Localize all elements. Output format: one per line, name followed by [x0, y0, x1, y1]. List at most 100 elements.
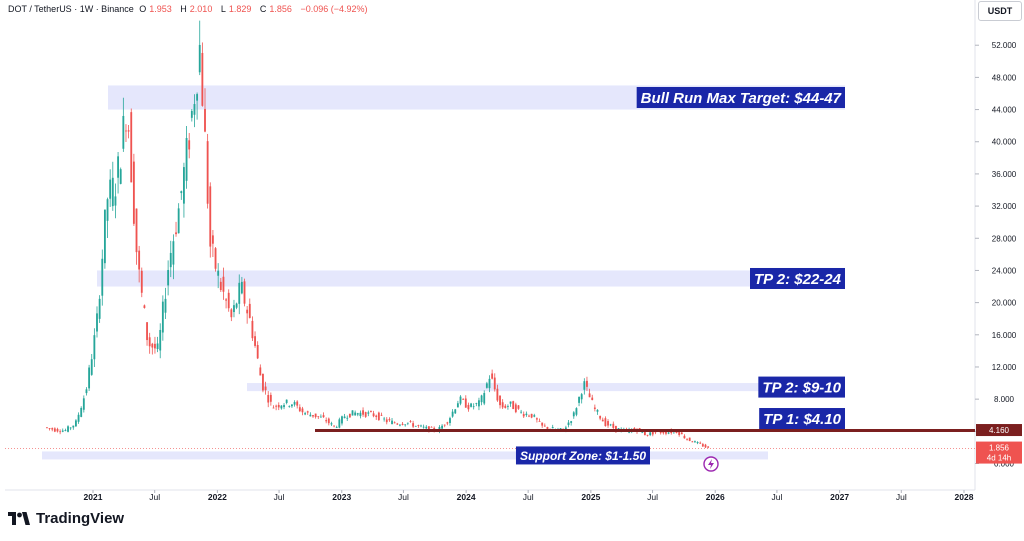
x-tick-label: 2027 [830, 492, 849, 502]
candle-body [694, 441, 696, 443]
candle-body [485, 383, 488, 388]
y-tick-label: 40.000 [992, 138, 1017, 147]
candle-body [383, 418, 386, 420]
candle-body [578, 396, 580, 403]
candle-body [399, 424, 401, 426]
candle-body [580, 394, 583, 400]
countdown-label: 4d 14h [987, 454, 1011, 463]
candle-body [262, 373, 264, 391]
candle-body [467, 404, 470, 410]
candle-body [533, 415, 536, 417]
candle-body [701, 444, 704, 447]
candle-body [470, 403, 472, 407]
candle-body [583, 381, 586, 390]
candle-body [167, 269, 170, 286]
candle-body [491, 373, 494, 379]
candle-body [198, 44, 201, 73]
candle-body [285, 399, 288, 403]
candle-body [298, 407, 301, 412]
flash-icon [703, 456, 719, 472]
candle-body [567, 422, 570, 426]
candle-body [154, 343, 156, 349]
candle-body [393, 422, 396, 424]
candle-body [67, 426, 69, 432]
candle-body [146, 322, 148, 341]
lines-layer [5, 429, 975, 449]
symbol-name[interactable]: DOT / TetherUS · 1W · Binance [8, 4, 134, 14]
candle-body [238, 282, 241, 304]
candle-body [101, 258, 104, 296]
candle-body [280, 405, 283, 409]
candle-body [459, 396, 462, 404]
candle-body [543, 425, 546, 427]
candle-body [319, 416, 322, 418]
candle-body [93, 335, 96, 360]
candle-body [446, 422, 449, 424]
candle-body [122, 115, 125, 149]
candle-body [98, 298, 101, 319]
candle-body [372, 413, 375, 417]
candle-body [504, 405, 507, 408]
candle-body [219, 281, 222, 291]
candle-body [520, 411, 523, 413]
candle-body [309, 414, 312, 417]
candle-body [646, 434, 649, 436]
candle-body [522, 414, 525, 417]
candle-body [675, 431, 678, 433]
candle-body [517, 405, 520, 409]
candle-body [80, 407, 83, 417]
candle-body [293, 402, 296, 405]
candle-body [499, 395, 501, 406]
candle-body [117, 156, 119, 178]
candle-body [61, 430, 64, 432]
candle-body [472, 406, 475, 408]
candle-body [370, 411, 372, 412]
candle-body [615, 425, 617, 431]
high-label: H [180, 4, 187, 14]
candle-body [496, 388, 499, 401]
candle-body [269, 394, 272, 402]
candle-body [456, 403, 459, 408]
candle-body [288, 405, 291, 407]
candle-body [633, 427, 636, 430]
candle-body [82, 398, 85, 410]
candle-body [111, 177, 114, 207]
candle-body [678, 431, 681, 435]
candle-body [183, 167, 185, 204]
candle-body [501, 402, 504, 408]
candle-body [169, 252, 172, 268]
zone-label: TP 2: $9-10 [762, 379, 841, 396]
candle-body [412, 423, 415, 427]
zone-label: Support Zone: $1-1.50 [520, 449, 646, 463]
candle-body [172, 241, 175, 265]
candle-body [575, 408, 578, 415]
candle-body [109, 179, 112, 199]
candle-body [77, 414, 80, 422]
brand-logo[interactable]: TradingView [8, 510, 124, 527]
currency-button[interactable]: USDT [978, 1, 1022, 21]
tradingview-logo-icon [8, 512, 30, 525]
y-tick-label: 36.000 [992, 170, 1017, 179]
currency-label: USDT [987, 6, 1013, 16]
candle-body [443, 424, 446, 426]
candle-body [214, 248, 217, 269]
x-tick-label: 2023 [332, 492, 351, 502]
candle-body [235, 303, 238, 308]
candle-body [667, 432, 670, 434]
line-label: TP 1: $4.10 [763, 411, 841, 428]
candle-body [90, 359, 93, 375]
candle-body [335, 427, 338, 428]
candle-body [404, 424, 407, 426]
x-tick-label: 2025 [581, 492, 600, 502]
y-tick-label: 20.000 [992, 299, 1017, 308]
candle-body [138, 250, 141, 270]
candle-body [175, 232, 177, 235]
candle-body [209, 186, 212, 247]
candle-body [196, 94, 199, 101]
candle-body [367, 412, 370, 414]
candle-body [277, 404, 280, 408]
candle-body [88, 367, 91, 389]
candle-body [572, 412, 575, 417]
candle-body [225, 299, 227, 301]
